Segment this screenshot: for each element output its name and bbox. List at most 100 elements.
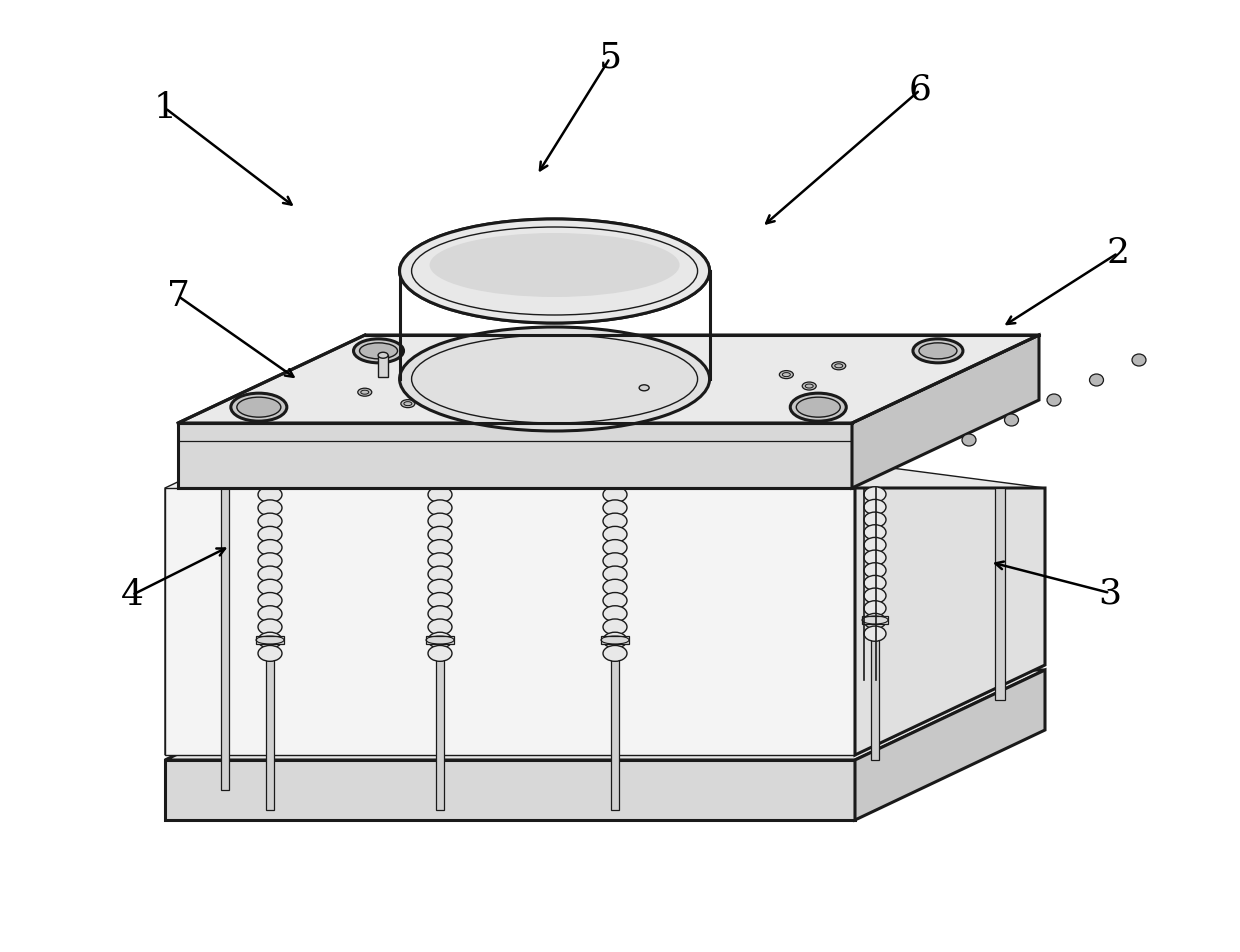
Ellipse shape [1047,394,1061,406]
Ellipse shape [258,540,281,555]
Ellipse shape [864,575,887,590]
Ellipse shape [603,526,627,543]
Ellipse shape [655,388,668,396]
Ellipse shape [1132,354,1146,366]
Ellipse shape [603,592,627,608]
Ellipse shape [864,588,887,604]
Ellipse shape [258,619,281,635]
Text: 3: 3 [1099,576,1121,610]
Text: 4: 4 [120,578,144,612]
Ellipse shape [428,580,453,595]
Ellipse shape [639,385,650,391]
Ellipse shape [864,550,887,565]
Ellipse shape [258,645,281,662]
Polygon shape [601,636,629,644]
Ellipse shape [864,525,887,540]
Ellipse shape [603,632,627,648]
Ellipse shape [428,500,453,516]
Polygon shape [639,387,650,409]
Ellipse shape [603,580,627,595]
Ellipse shape [428,592,453,608]
Ellipse shape [962,434,976,446]
Polygon shape [267,660,274,810]
Polygon shape [856,488,1045,755]
Ellipse shape [428,526,453,543]
Polygon shape [994,488,1004,700]
Text: 2: 2 [1106,236,1130,270]
Ellipse shape [864,563,887,578]
Ellipse shape [802,382,816,390]
Ellipse shape [864,601,887,616]
Text: 6: 6 [909,73,931,107]
Ellipse shape [603,605,627,622]
Ellipse shape [258,566,281,582]
Ellipse shape [428,553,453,568]
Ellipse shape [780,370,794,379]
Ellipse shape [864,512,887,527]
Ellipse shape [258,592,281,608]
Ellipse shape [864,537,887,552]
Ellipse shape [258,580,281,595]
Ellipse shape [428,605,453,622]
Polygon shape [611,660,619,810]
Ellipse shape [603,553,627,568]
Ellipse shape [428,632,453,648]
Ellipse shape [603,566,627,582]
Ellipse shape [1004,414,1018,426]
Ellipse shape [650,400,665,407]
Polygon shape [436,660,444,810]
Polygon shape [856,670,1045,820]
Text: 7: 7 [166,279,190,313]
Ellipse shape [864,613,887,628]
Text: 1: 1 [154,91,176,125]
Ellipse shape [796,397,841,417]
Polygon shape [852,335,1039,488]
Ellipse shape [258,486,281,503]
Ellipse shape [603,486,627,503]
Ellipse shape [864,500,887,515]
Ellipse shape [428,645,453,662]
Polygon shape [179,335,1039,423]
Ellipse shape [441,362,455,369]
Ellipse shape [428,619,453,635]
Ellipse shape [399,219,709,323]
Ellipse shape [913,339,963,363]
Polygon shape [862,616,888,624]
Ellipse shape [603,540,627,555]
Ellipse shape [790,393,846,421]
Polygon shape [221,488,229,790]
Polygon shape [870,640,879,760]
Ellipse shape [630,362,644,369]
Ellipse shape [258,632,281,648]
Ellipse shape [353,339,403,363]
Ellipse shape [919,343,957,359]
Ellipse shape [529,370,544,379]
Ellipse shape [428,513,453,529]
Ellipse shape [603,645,627,662]
Polygon shape [165,488,856,755]
Ellipse shape [832,362,846,369]
Ellipse shape [258,513,281,529]
Ellipse shape [428,486,453,503]
Ellipse shape [378,352,388,358]
Polygon shape [255,636,284,644]
Ellipse shape [603,500,627,516]
Ellipse shape [399,327,709,431]
Ellipse shape [603,513,627,529]
Ellipse shape [360,343,398,359]
Ellipse shape [358,388,372,396]
Ellipse shape [429,233,680,297]
Ellipse shape [237,397,280,417]
Polygon shape [165,670,1045,760]
Ellipse shape [231,393,286,421]
Text: 5: 5 [599,41,621,75]
Ellipse shape [258,605,281,622]
Ellipse shape [258,526,281,543]
Ellipse shape [428,540,453,555]
Polygon shape [165,398,355,755]
Ellipse shape [258,553,281,568]
Ellipse shape [428,566,453,582]
Ellipse shape [399,219,709,323]
Ellipse shape [401,400,415,407]
Polygon shape [427,636,454,644]
